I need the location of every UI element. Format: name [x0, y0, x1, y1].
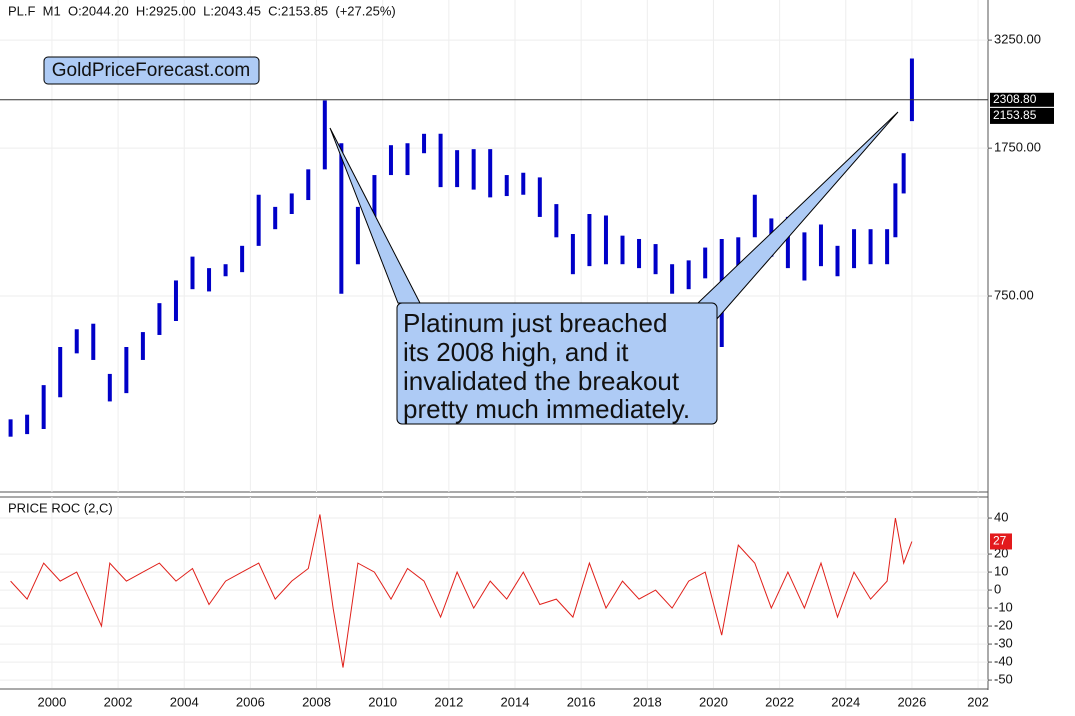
level-label: 2308.80 — [993, 92, 1037, 106]
callout-box — [396, 302, 718, 425]
y-tick-label: 750.00 — [994, 287, 1034, 302]
x-tick-label: 2008 — [302, 694, 331, 709]
y-tick-label: 10 — [994, 564, 1008, 579]
callout-text: Platinum just breached — [403, 308, 667, 338]
callout-text: pretty much immediately. — [403, 394, 690, 424]
y-tick-label: 3250.00 — [994, 32, 1041, 47]
x-tick-label: 2022 — [765, 694, 794, 709]
watermark: GoldPriceForecast.com — [52, 60, 251, 81]
last-value-label: 27 — [993, 534, 1007, 548]
y-tick-label: -20 — [994, 618, 1013, 633]
callout-text: invalidated the breakout — [403, 366, 680, 396]
y-tick-label: -10 — [994, 600, 1013, 615]
roc-line — [10, 514, 913, 668]
x-tick-label: 2024 — [831, 694, 860, 709]
x-tick-label: 2006 — [236, 694, 265, 709]
x-tick-label: 2010 — [368, 694, 397, 709]
y-tick-label: 0 — [994, 582, 1001, 597]
level-label-box — [990, 92, 1054, 107]
last-value-box — [990, 533, 1012, 550]
indicator-title: PRICE ROC (2,C) — [8, 500, 113, 515]
x-tick-label: 2020 — [699, 694, 728, 709]
x-tick-label: 2000 — [37, 694, 66, 709]
x-tick-label: 2018 — [633, 694, 662, 709]
marks — [0, 58, 988, 668]
x-tick-label: 2016 — [567, 694, 596, 709]
last-price-box — [990, 107, 1054, 124]
x-tick-label: 202 — [967, 694, 989, 709]
y-tick-label: 1750.00 — [994, 140, 1041, 155]
y-tick-label: 40 — [994, 509, 1008, 524]
y-tick-label: -50 — [994, 672, 1013, 687]
x-tick-label: 2002 — [104, 694, 133, 709]
last-price-label: 2153.85 — [993, 108, 1037, 122]
callout-text: its 2008 high, and it — [403, 337, 629, 367]
x-tick-label: 2014 — [501, 694, 530, 709]
x-tick-label: 2026 — [897, 694, 926, 709]
y-tick-label: -30 — [994, 636, 1013, 651]
x-tick-label: 2004 — [170, 694, 199, 709]
y-tick-label: -40 — [994, 654, 1013, 669]
x-tick-label: 2012 — [434, 694, 463, 709]
chart-title: PL.F M1 O:2044.20 H:2925.00 L:2043.45 C:… — [8, 3, 396, 18]
watermark-box — [43, 56, 260, 85]
